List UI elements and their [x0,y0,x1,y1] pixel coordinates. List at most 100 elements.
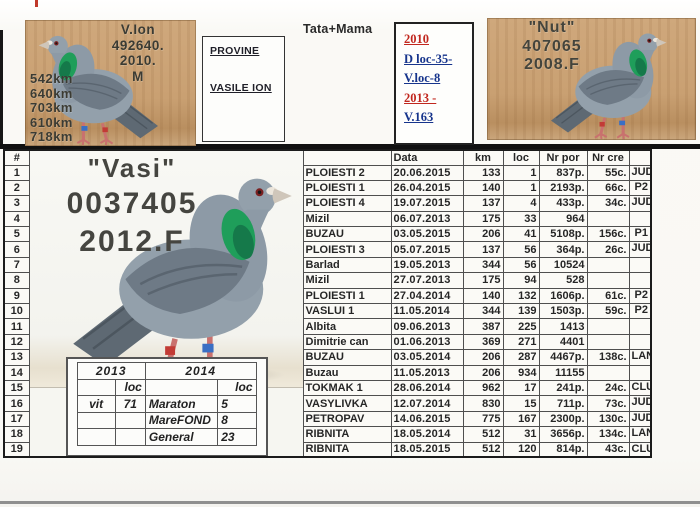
race-placement: 1 [502,164,540,181]
race-name: VASLUI 1 [302,303,392,320]
race-total-fanciers: 134c. [586,426,630,443]
race-placement: 167 [502,410,540,428]
race-level-badge [628,256,652,274]
race-distance: 206 [462,349,504,366]
race-level-badge [628,364,652,381]
race-name: RIBNITA [302,441,392,458]
race-distance: 133 [462,164,504,181]
race-level-badge: JUD [628,241,652,258]
race-total-pigeons: 4467p. [538,349,588,366]
father-distances-caption: 542km 640km 703km 610km 718km [30,71,73,145]
race-name: PLOIESTI 1 [302,179,392,197]
race-index: 7 [3,256,30,274]
race-index: 12 [3,333,30,351]
result-year-2010: 2010 [404,32,429,46]
race-name: Buzau [302,364,392,381]
race-total-pigeons: 528 [538,272,588,289]
race-name: Mizil [302,272,392,289]
summary-loc-right: loc [217,378,257,396]
race-index: 6 [3,241,30,258]
race-distance: 369 [462,333,504,351]
race-row: 5 BUZAU 03.05.2015 206 41 5108p. 156c. P… [3,226,652,243]
subject-year-sex: 2012.F [79,225,185,258]
race-total-fanciers [586,256,630,274]
race-name: Albita [302,318,392,335]
header-num: # [3,149,30,166]
race-name: Barlad [302,256,392,274]
race-name: PLOIESTI 2 [302,164,392,181]
race-index: 18 [3,426,30,443]
race-total-fanciers: 34c. [586,195,630,212]
main-pigeon-cell: "Vasi" 0037405 2012.F 2013 2014 [28,149,304,458]
race-total-pigeons: 10524 [538,256,588,274]
race-name: PLOIESTI 1 [302,287,392,305]
summary-general-value: 23 [217,428,257,446]
race-total-fanciers: 61c. [586,287,630,305]
header-race-name [302,149,392,166]
race-placement: 139 [502,303,540,320]
race-name: Dimitrie can [302,333,392,351]
race-name: PETROPAV [302,410,392,428]
race-level-badge: JUD [628,164,652,181]
race-index: 4 [3,210,30,228]
race-placement: 4 [502,195,540,212]
race-level-badge: JUD [628,195,652,212]
race-distance: 512 [462,441,504,458]
race-total-fanciers: 43c. [586,441,630,458]
scan-artifact-red-tick [35,0,38,7]
race-total-fanciers: 130c. [586,410,630,428]
race-level-badge: CLU [628,379,652,397]
race-row: 15 TOKMAK 1 28.06.2014 962 17 241p. 24c.… [3,379,652,397]
parents-results-box: 2010 D loc-35- V.loc-8 2013 - V.163 [394,22,474,145]
race-distance: 512 [462,426,504,443]
mother-id-caption: "Nut" 407065 2008.F [522,19,582,73]
race-row: 6 PLOIESTI 3 05.07.2015 137 56 364p. 26c… [3,241,652,258]
header-km: km [462,149,504,166]
race-placement: 56 [502,241,540,258]
race-placement: 120 [502,441,540,458]
race-date: 01.06.2013 [390,333,464,351]
race-date: 27.04.2014 [390,287,464,305]
race-placement: 287 [502,349,540,366]
race-date: 11.05.2014 [390,303,464,320]
race-total-pigeons: 364p. [538,241,588,258]
race-distance: 137 [462,241,504,258]
race-index: 19 [3,441,30,458]
race-distance: 775 [462,410,504,428]
race-placement: 934 [502,364,540,381]
race-date: 26.04.2015 [390,179,464,197]
race-total-fanciers [586,318,630,335]
race-total-pigeons: 1606p. [538,287,588,305]
summary-loc-left: loc [114,378,146,396]
race-total-pigeons: 4401 [538,333,588,351]
race-date: 03.05.2014 [390,349,464,366]
race-total-pigeons: 837p. [538,164,588,181]
race-total-pigeons: 711p. [538,395,588,412]
summary-maraton-label: Maraton [144,395,219,413]
race-total-pigeons: 3656p. [538,426,588,443]
race-placement: 41 [502,226,540,243]
race-date: 12.07.2014 [390,395,464,412]
race-name: VASYLIVKA [302,395,392,412]
race-placement: 94 [502,272,540,289]
race-total-fanciers: 66c. [586,179,630,197]
race-total-fanciers: 156c. [586,226,630,243]
race-index: 13 [3,349,30,366]
race-date: 14.06.2015 [390,410,464,428]
summary-row-marefond: MareFOND 8 [76,411,257,429]
race-total-fanciers: 55c. [586,164,630,181]
summary-row-vit: vit 71 Maraton 5 [76,395,257,413]
race-level-badge [628,318,652,335]
subject-name: "Vasi" [87,153,177,183]
race-distance: 175 [462,272,504,289]
race-placement: 56 [502,256,540,274]
race-total-fanciers: 26c. [586,241,630,258]
race-level-badge: JUD [628,395,652,412]
father-id-caption: V.Ion 492640. 2010. M [111,22,165,84]
race-name: PLOIESTI 4 [302,195,392,212]
section-divider-line [0,144,700,149]
race-date: 18.05.2014 [390,426,464,443]
race-placement: 17 [502,379,540,397]
header-nr-cre: Nr cre [586,149,630,166]
race-index: 8 [3,272,30,289]
